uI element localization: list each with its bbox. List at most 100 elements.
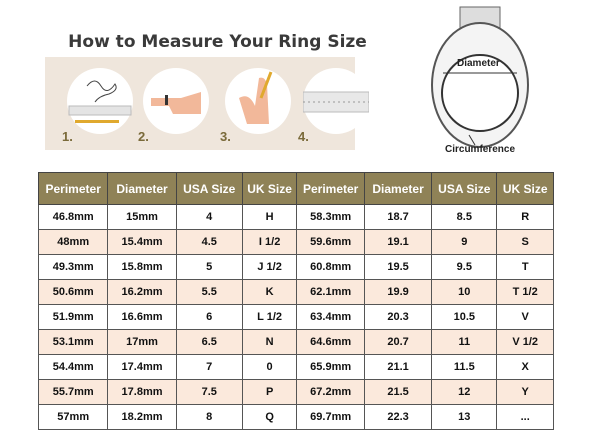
table-cell: V bbox=[496, 304, 554, 330]
column-header: Diameter bbox=[363, 172, 433, 205]
table-cell: 17mm bbox=[107, 329, 177, 355]
table-cell: S bbox=[496, 229, 554, 255]
table-cell: 11.5 bbox=[431, 354, 498, 380]
table-cell: 64.6mm bbox=[296, 329, 365, 355]
step-number: 4. bbox=[298, 129, 309, 144]
table-cell: 17.4mm bbox=[107, 354, 177, 380]
step-3-image-mark-string bbox=[225, 68, 291, 134]
table-cell: 67.2mm bbox=[296, 379, 365, 405]
table-cell: 8 bbox=[175, 404, 243, 430]
table-cell: 6 bbox=[175, 304, 243, 330]
table-cell: 4.5 bbox=[175, 229, 243, 255]
table-header-row: Perimeter Diameter USA Size UK Size Perimete… bbox=[37, 172, 554, 205]
table-cell: 21.1 bbox=[363, 354, 433, 380]
step-number: 2. bbox=[138, 129, 149, 144]
table-cell: 15.8mm bbox=[107, 254, 177, 280]
table-cell: 18.2mm bbox=[107, 404, 177, 430]
table-cell: 69.7mm bbox=[296, 404, 365, 430]
table-cell: 46.8mm bbox=[37, 204, 109, 230]
table-cell: R bbox=[496, 204, 554, 230]
diameter-label: Diameter bbox=[457, 58, 500, 69]
table-cell: Q bbox=[241, 404, 298, 430]
table-cell: 17.8mm bbox=[107, 379, 177, 405]
table-cell: 57mm bbox=[37, 404, 109, 430]
table-cell: 12 bbox=[431, 379, 498, 405]
table-row: 46.8mm 15mm 4 H 58.3mm 18.7 8.5 R bbox=[37, 204, 554, 230]
table-row: 50.6mm 16.2mm 5.5 K 62.1mm 19.9 10 T 1/2 bbox=[37, 279, 554, 305]
table-cell: 19.9 bbox=[363, 279, 433, 305]
page-title: How to Measure Your Ring Size bbox=[68, 32, 367, 52]
table-cell: J 1/2 bbox=[241, 254, 298, 280]
table-row: 48mm 15.4mm 4.5 I 1/2 59.6mm 19.1 9 S bbox=[37, 229, 554, 255]
table-cell: 9 bbox=[431, 229, 498, 255]
table-cell: 22.3 bbox=[363, 404, 433, 430]
step-4-image-ruler bbox=[302, 68, 370, 134]
table-row: 53.1mm 17mm 6.5 N 64.6mm 20.7 11 V 1/2 bbox=[37, 329, 554, 355]
table-cell: Y bbox=[496, 379, 554, 405]
table-row: 57mm 18.2mm 8 Q 69.7mm 22.3 13... bbox=[37, 404, 554, 430]
table-cell: 50.6mm bbox=[37, 279, 109, 305]
table-cell: 65.9mm bbox=[296, 354, 365, 380]
table-row: 49.3mm 15.8mm 5 J 1/2 60.8mm 19.5 9.5 T bbox=[37, 254, 554, 280]
table-cell: 9.5 bbox=[431, 254, 498, 280]
ring-size-table: Perimeter Diameter USA Size UK Size Perimete… bbox=[37, 172, 554, 430]
table-cell: 63.4mm bbox=[296, 304, 365, 330]
step-1-image-string-ruler bbox=[67, 68, 133, 134]
measure-steps-panel: 1. 2. 3. 4. bbox=[45, 57, 370, 150]
column-header: UK Size bbox=[496, 172, 554, 205]
table-cell: 54.4mm bbox=[37, 354, 109, 380]
table-cell: L 1/2 bbox=[241, 304, 298, 330]
column-header: Perimeter bbox=[296, 172, 365, 205]
table-cell: 60.8mm bbox=[296, 254, 365, 280]
table-row: 55.7mm 17.8mm 7.5 P 67.2mm 21.5 12 Y bbox=[37, 379, 554, 405]
column-header: USA Size bbox=[175, 172, 243, 205]
table-cell: 5 bbox=[175, 254, 243, 280]
table-cell: ... bbox=[496, 404, 554, 430]
table-cell: 19.1 bbox=[363, 229, 433, 255]
table-cell: 19.5 bbox=[363, 254, 433, 280]
table-row: 51.9mm 16.6mm 6 L 1/2 63.4mm 20.3 10.5 V bbox=[37, 304, 554, 330]
table-cell: 5.5 bbox=[175, 279, 243, 305]
step-2-image-finger-wrap bbox=[143, 68, 209, 134]
table-cell: X bbox=[496, 354, 554, 380]
table-cell: 13 bbox=[431, 404, 498, 430]
step-number: 1. bbox=[62, 129, 73, 144]
column-header: Perimeter bbox=[37, 172, 109, 205]
table-cell: 18.7 bbox=[363, 204, 433, 230]
table-cell: 10.5 bbox=[431, 304, 498, 330]
table-cell: 48mm bbox=[37, 229, 109, 255]
table-cell: 55.7mm bbox=[37, 379, 109, 405]
table-cell: I 1/2 bbox=[241, 229, 298, 255]
table-cell: P bbox=[241, 379, 298, 405]
table-cell: T 1/2 bbox=[496, 279, 554, 305]
table-cell: 7.5 bbox=[175, 379, 243, 405]
table-cell: 0 bbox=[241, 354, 298, 380]
table-cell: 20.3 bbox=[363, 304, 433, 330]
table-cell: 15mm bbox=[107, 204, 177, 230]
table-cell: 51.9mm bbox=[37, 304, 109, 330]
column-header: UK Size bbox=[241, 172, 298, 205]
table-cell: 21.5 bbox=[363, 379, 433, 405]
table-cell: 16.2mm bbox=[107, 279, 177, 305]
table-cell: 59.6mm bbox=[296, 229, 365, 255]
table-cell: 8.5 bbox=[431, 204, 498, 230]
column-header: Diameter bbox=[107, 172, 177, 205]
table-cell: V 1/2 bbox=[496, 329, 554, 355]
step-number: 3. bbox=[220, 129, 231, 144]
table-cell: 15.4mm bbox=[107, 229, 177, 255]
ring-diagram: Diameter Circumference bbox=[425, 5, 535, 155]
table-cell: N bbox=[241, 329, 298, 355]
table-cell: 7 bbox=[175, 354, 243, 380]
table-cell: T bbox=[496, 254, 554, 280]
table-cell: 20.7 bbox=[363, 329, 433, 355]
table-cell: 58.3mm bbox=[296, 204, 365, 230]
table-row: 54.4mm 17.4mm 7 0 65.9mm 21.1 11.5 X bbox=[37, 354, 554, 380]
table-cell: H bbox=[241, 204, 298, 230]
table-cell: 10 bbox=[431, 279, 498, 305]
circumference-label: Circumference bbox=[445, 144, 516, 155]
column-header: USA Size bbox=[431, 172, 498, 205]
table-cell: 62.1mm bbox=[296, 279, 365, 305]
table-cell: K bbox=[241, 279, 298, 305]
table-cell: 16.6mm bbox=[107, 304, 177, 330]
table-cell: 49.3mm bbox=[37, 254, 109, 280]
